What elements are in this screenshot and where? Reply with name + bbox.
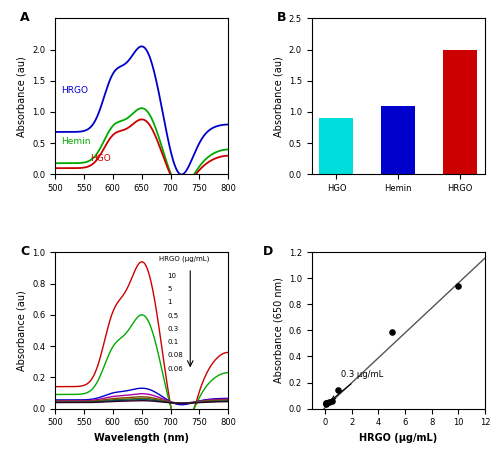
Point [328, 397, 336, 404]
Text: HGO: HGO [90, 154, 110, 162]
Point [334, 386, 342, 394]
Y-axis label: Absorbance (au): Absorbance (au) [273, 56, 283, 137]
Bar [320, 118, 354, 174]
Y-axis label: Absorbance (au): Absorbance (au) [16, 56, 26, 137]
Text: A: A [20, 11, 30, 23]
Text: B: B [277, 11, 286, 23]
Text: 0.06: 0.06 [168, 365, 184, 372]
Y-axis label: Absorbance (650 nm): Absorbance (650 nm) [273, 278, 283, 383]
Point [454, 283, 462, 290]
Text: Hemin: Hemin [61, 137, 90, 146]
Text: 0.3 µg/mL: 0.3 µg/mL [332, 370, 383, 399]
Bar [443, 50, 477, 174]
Text: 0.5: 0.5 [168, 313, 179, 319]
Text: HRGO (µg/mL): HRGO (µg/mL) [159, 256, 210, 262]
Text: C: C [20, 245, 30, 257]
Bar [382, 106, 416, 174]
Text: 1: 1 [168, 299, 172, 305]
Text: HRGO: HRGO [61, 86, 88, 95]
Text: 10: 10 [168, 273, 176, 279]
Point [322, 400, 330, 407]
Text: D: D [263, 245, 274, 257]
Text: 5: 5 [168, 286, 172, 292]
Point [325, 398, 333, 406]
Text: 0.08: 0.08 [168, 353, 184, 358]
X-axis label: Wavelength (nm): Wavelength (nm) [94, 433, 189, 443]
Point [322, 400, 330, 407]
X-axis label: HRGO (µg/mL): HRGO (µg/mL) [359, 433, 438, 443]
Text: 0.1: 0.1 [168, 339, 179, 345]
Point [322, 399, 330, 407]
Point [388, 328, 396, 336]
Text: 0.3: 0.3 [168, 326, 179, 332]
Y-axis label: Absorbance (au): Absorbance (au) [16, 290, 26, 371]
